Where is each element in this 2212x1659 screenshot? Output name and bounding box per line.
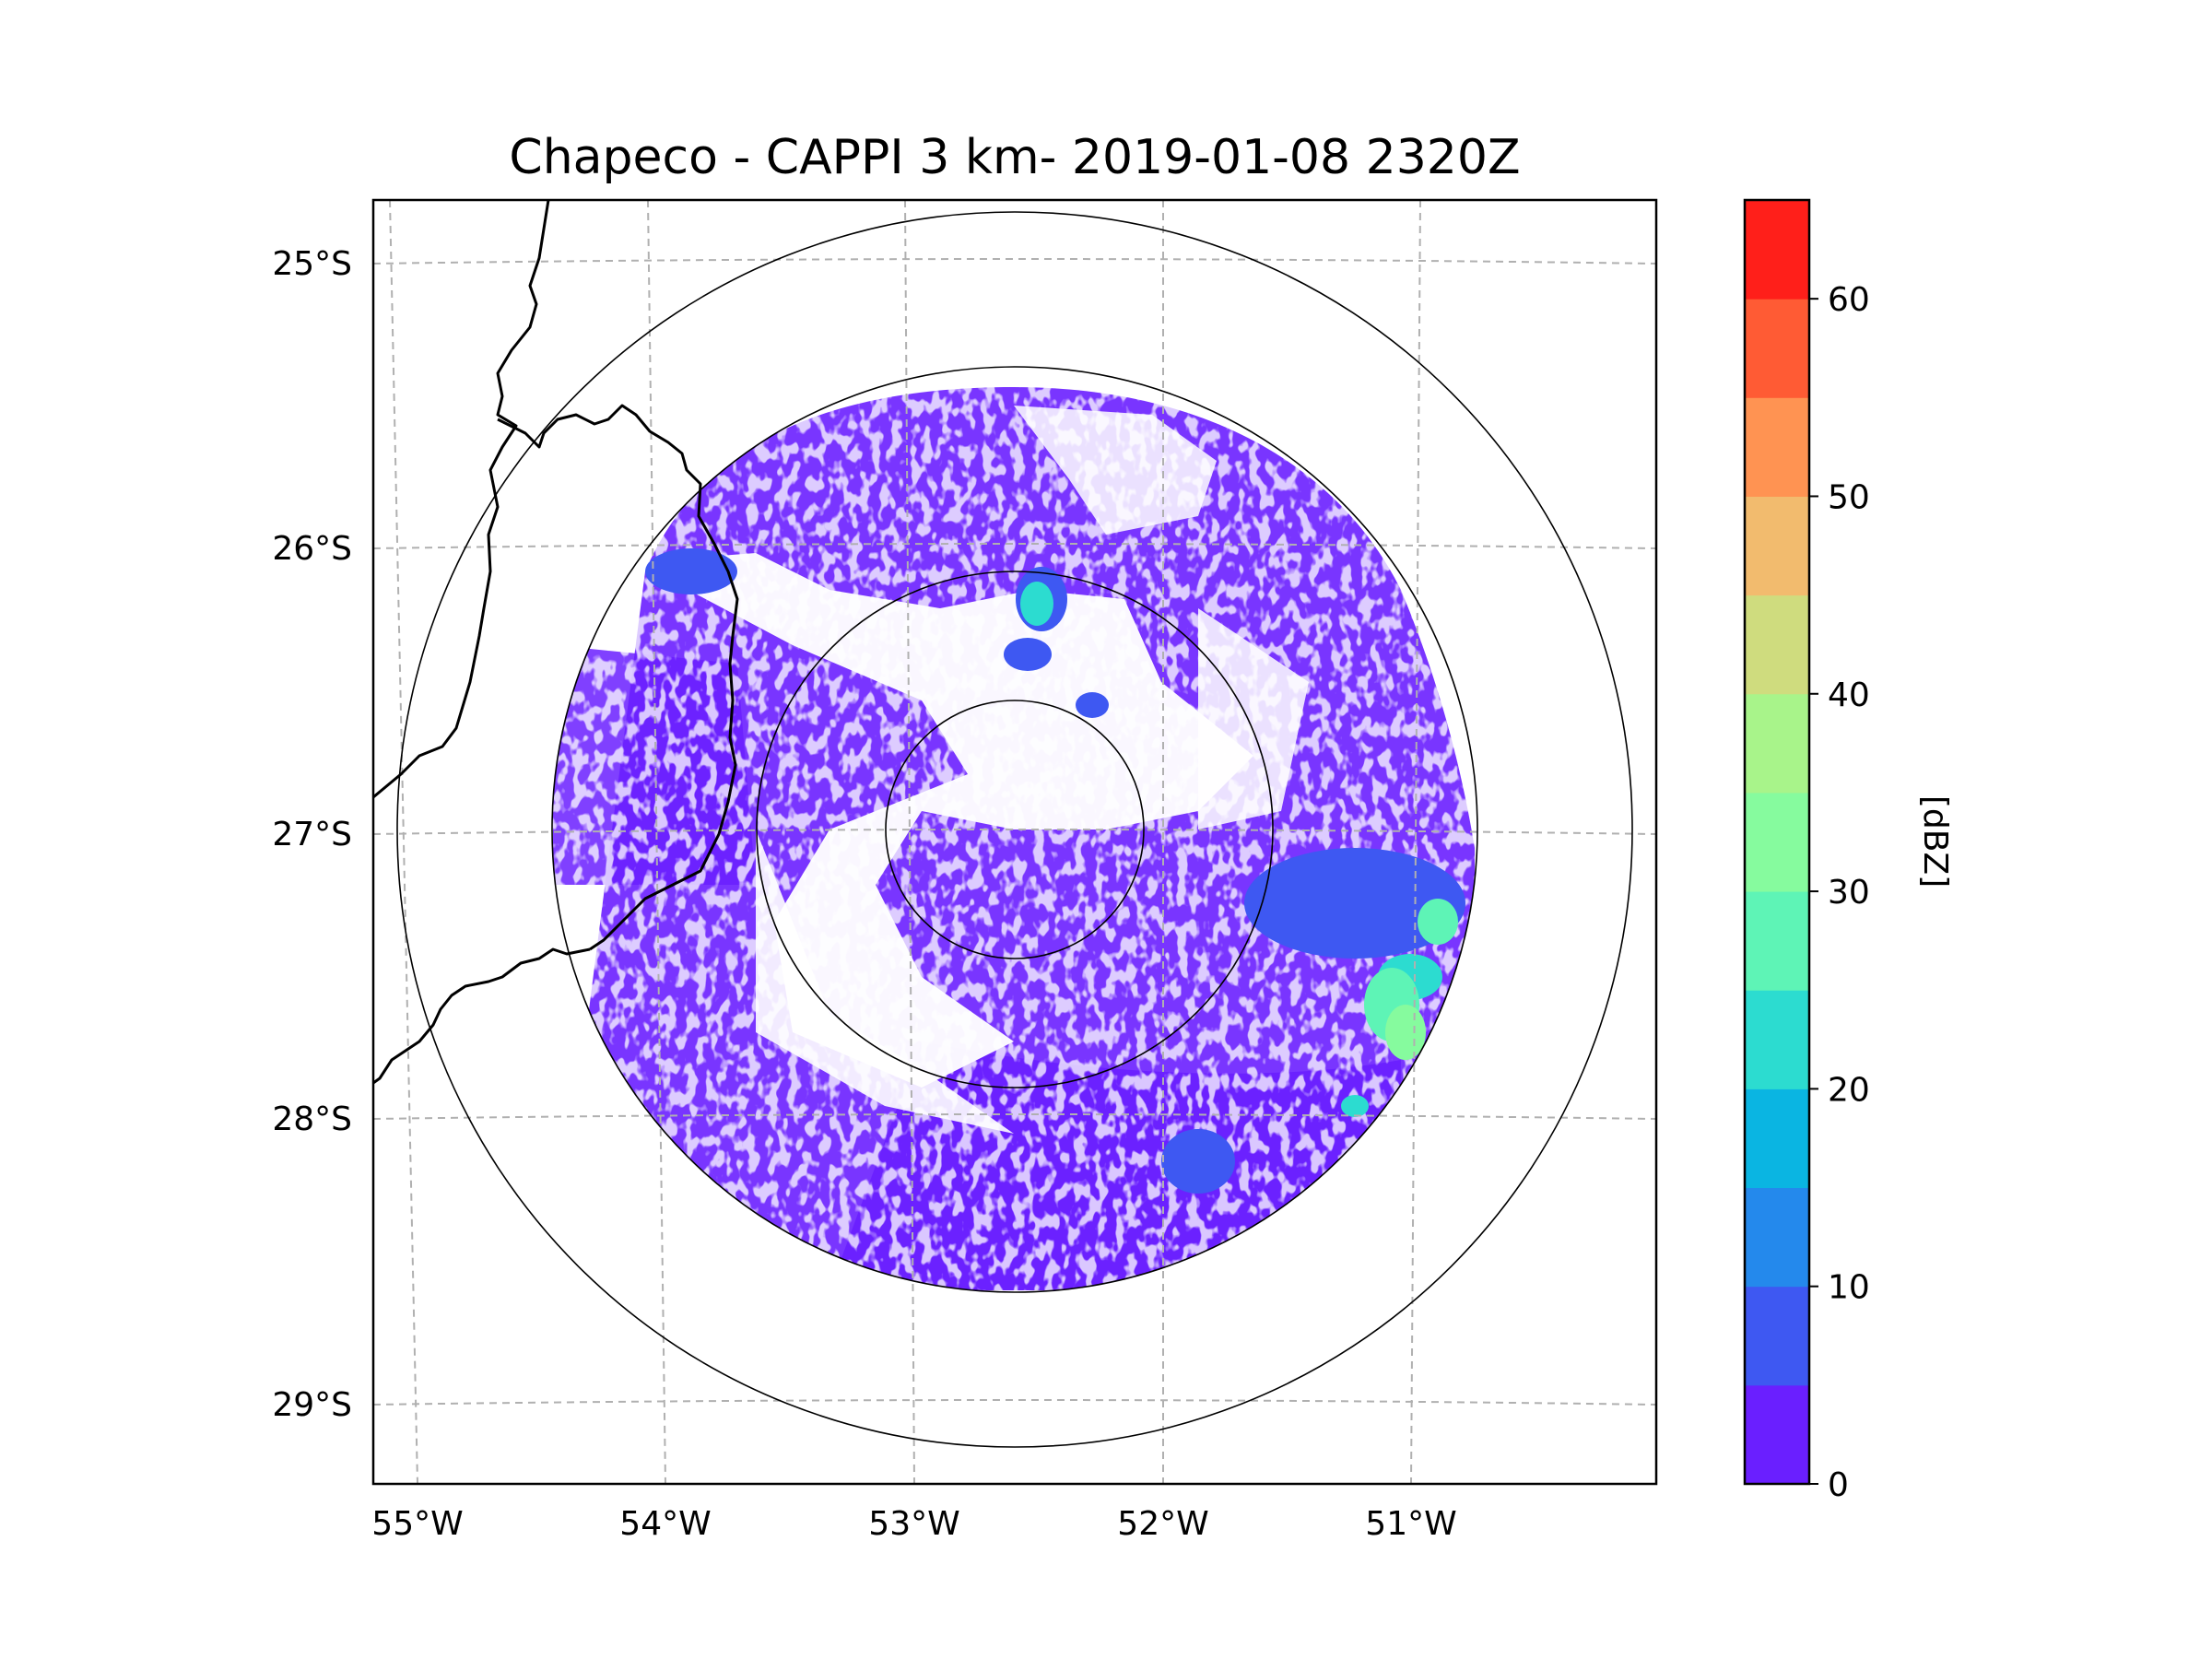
- map-axes: 55°W 54°W 53°W 52°W 51°W 25°S 26°S 27°S …: [272, 198, 1658, 1543]
- colorbar-segment: [1745, 990, 1809, 1089]
- colorbar-frame: [1743, 198, 1811, 1486]
- colorbar-segment: [1745, 1187, 1809, 1288]
- y-tick-label: 26°S: [272, 530, 352, 568]
- y-tick-label: 29°S: [272, 1386, 352, 1424]
- y-tick-labels: 25°S 26°S 27°S 28°S 29°S: [272, 245, 352, 1424]
- range-ring-50km: [885, 700, 1145, 959]
- colorbar-segment: [1745, 1384, 1809, 1485]
- x-tick-label: 52°W: [1117, 1505, 1208, 1543]
- colorbar-segment: [1745, 891, 1809, 991]
- colorbar-ticks: 0 10 20 30 40 50 60: [1809, 281, 1870, 1504]
- colorbar-segment: [1745, 200, 1809, 300]
- x-tick-label: 55°W: [371, 1505, 463, 1543]
- colorbar-segment: [1745, 299, 1809, 398]
- y-tick-label: 27°S: [272, 816, 352, 853]
- chart-title: Chapeco - CAPPI 3 km- 2019-01-08 2320Z: [509, 130, 1520, 185]
- range-rings: [396, 211, 1633, 1448]
- colorbar: 0 10 20 30 40 50 60 [dBZ]: [1743, 198, 1954, 1504]
- borders: [373, 200, 739, 1085]
- colorbar-segment: [1745, 792, 1809, 892]
- colorbar-tick-label: 10: [1828, 1269, 1870, 1307]
- radar-echo: [552, 367, 1477, 1292]
- map-frame: [371, 198, 1658, 1486]
- colorbar-tick-label: 20: [1828, 1071, 1870, 1109]
- colorbar-segment: [1745, 594, 1809, 695]
- x-tick-label: 54°W: [619, 1505, 711, 1543]
- y-tick-label: 28°S: [272, 1100, 352, 1138]
- colorbar-segment: [1745, 693, 1809, 794]
- argentina-brazil-border-north: [373, 200, 550, 799]
- x-tick-labels: 55°W 54°W 53°W 52°W 51°W: [371, 1505, 1456, 1543]
- colorbar-segments: [1745, 200, 1809, 1485]
- colorbar-label: [dBZ]: [1916, 795, 1954, 888]
- x-tick-label: 51°W: [1365, 1505, 1456, 1543]
- range-ring-100km: [756, 571, 1274, 1088]
- x-tick-label: 53°W: [868, 1505, 959, 1543]
- colorbar-tick-label: 40: [1828, 677, 1870, 714]
- colorbar-segment: [1745, 1088, 1809, 1189]
- parana-santa-catarina-border: [497, 404, 739, 951]
- colorbar-segment: [1745, 1286, 1809, 1386]
- convective-cells: [1020, 582, 1458, 1117]
- santa-catarina-rio-grande-border: [373, 947, 591, 1085]
- colorbar-tick-label: 30: [1828, 874, 1870, 912]
- colorbar-tick-label: 0: [1828, 1466, 1849, 1504]
- colorbar-tick-label: 50: [1828, 478, 1870, 516]
- colorbar-tick-label: 60: [1828, 281, 1870, 319]
- range-ring-250km: [396, 211, 1633, 1448]
- range-ring-200km: [551, 366, 1478, 1293]
- colorbar-segment: [1745, 496, 1809, 596]
- colorbar-segment: [1745, 397, 1809, 497]
- y-tick-label: 25°S: [272, 245, 352, 283]
